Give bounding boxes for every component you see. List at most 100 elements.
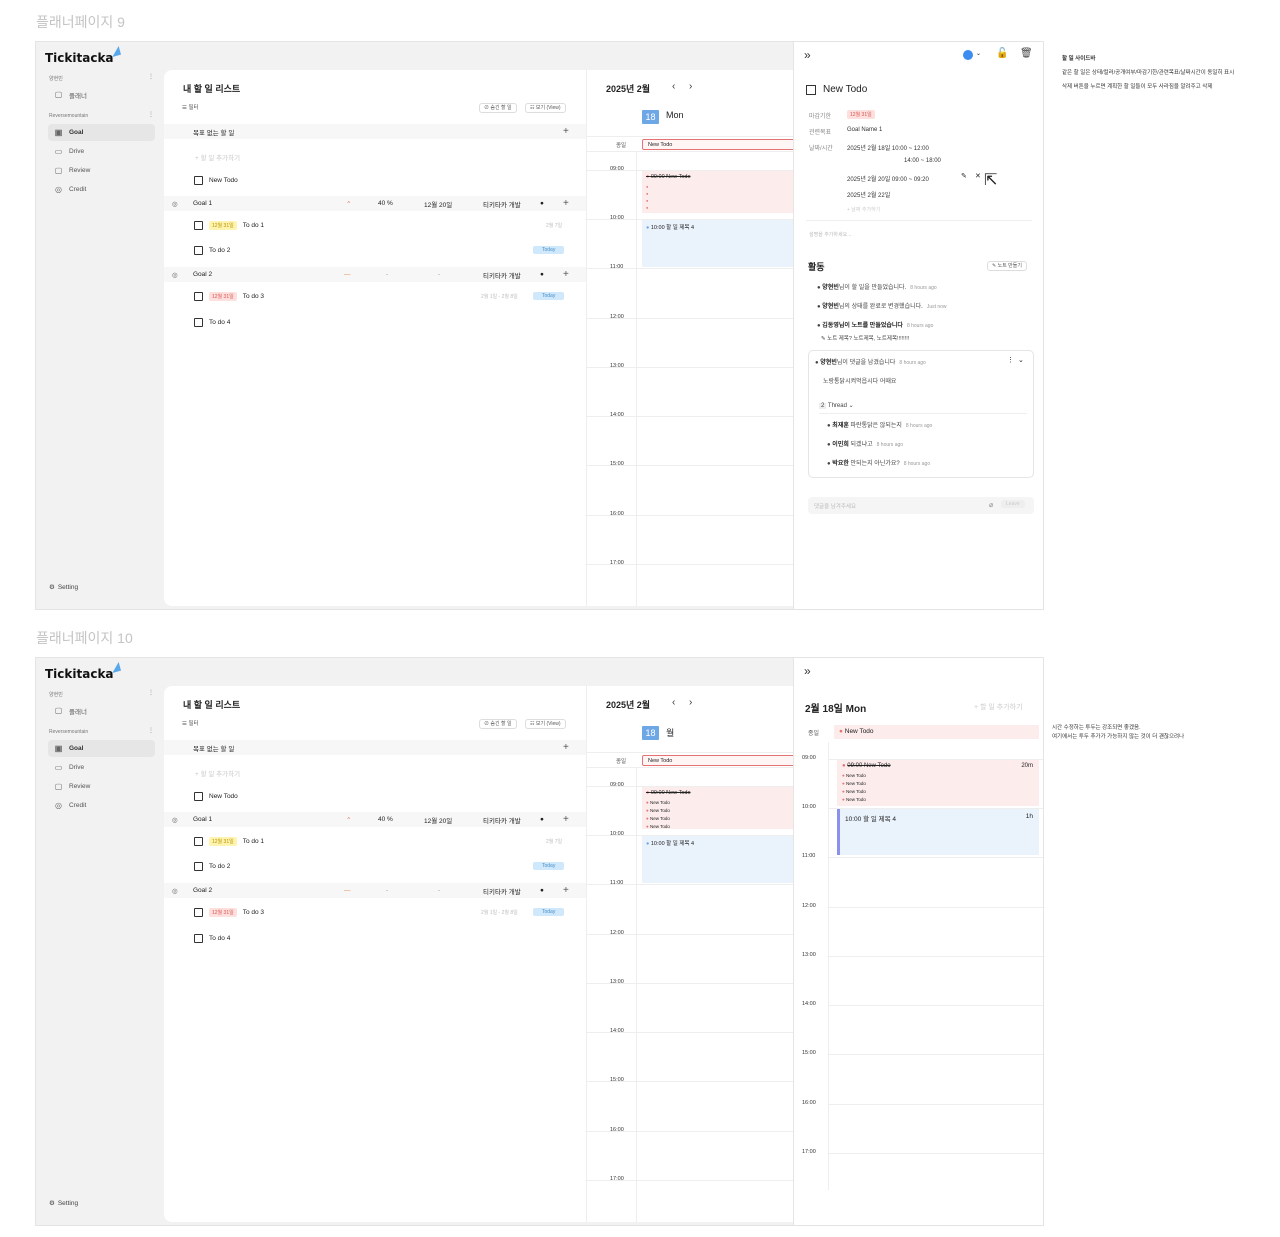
note-link[interactable]: ✎ 노트 제목? 노트제목, 노트제목!!!!!!!! [821, 336, 910, 342]
time-divider [636, 768, 637, 1222]
datetime-value[interactable]: 2025년 2월 18일 10:00 ~ 12:00 [847, 146, 929, 152]
datetime-value[interactable]: 2025년 2월 20일 09:00 ~ 09:20 [847, 177, 929, 183]
add-icon[interactable]: + [563, 742, 569, 753]
trash-icon[interactable]: 🗑 [1020, 48, 1033, 59]
sidebar-item-review[interactable]: ▢ Review [48, 778, 155, 795]
setting-button[interactable]: ⚙ Setting [49, 1199, 78, 1208]
thread-toggle[interactable]: 2 Thread ⌄ [819, 403, 854, 409]
day-event[interactable]: 10:00 할 일 제목 4 1h [837, 809, 1039, 855]
add-icon[interactable]: + [563, 885, 569, 896]
setting-button[interactable]: ⚙ Setting [49, 583, 78, 592]
checkbox[interactable] [194, 176, 203, 185]
view-button[interactable]: ☷ 보기 (View) [525, 103, 566, 113]
collapse-icon[interactable]: » [804, 664, 811, 678]
sidebar-item-goal[interactable]: ▣ Goal [48, 124, 155, 141]
goal-icon: ◎ [172, 271, 178, 279]
leave-button[interactable]: Leave [1001, 500, 1025, 508]
todo-row[interactable]: 12월 31일 To do 3 2월 1일 - 2월 8일 Today [164, 908, 586, 917]
add-todo-link[interactable]: + 할 일 추가하기 [195, 155, 241, 162]
prev-icon[interactable]: ‹ [672, 697, 676, 708]
avatar: ● [540, 816, 544, 823]
add-todo-link[interactable]: + 할 일 추가하기 [974, 704, 1023, 711]
goal-row[interactable]: ◎ Goal 2 — - - 티키타카 개발 ● + [164, 883, 586, 898]
checkbox[interactable] [194, 934, 203, 943]
calendar-event[interactable]: ● 10:00 할 일 제목 4 [642, 220, 796, 267]
view-button[interactable]: ☷ 보기 (View) [525, 719, 566, 729]
todo-row[interactable]: 12월 31일 To do 1 2월 7일 [164, 221, 586, 230]
sidebar-item-credit[interactable]: ◎ Credit [48, 797, 155, 814]
edit-icon[interactable]: ✎ [961, 173, 967, 180]
avatar-icon: ● [817, 304, 821, 310]
checkbox[interactable] [194, 246, 203, 255]
more-icon[interactable]: ⋮ [148, 690, 154, 696]
checkbox[interactable] [194, 792, 203, 801]
lock-icon[interactable]: 🔓 [996, 48, 1009, 59]
checkbox[interactable] [194, 837, 203, 846]
checkbox[interactable] [194, 908, 203, 917]
prev-icon[interactable]: ‹ [672, 81, 676, 92]
goal-row[interactable]: ◎ Goal 1 ⌃ 40 % 12월 20일 티키타카 개발 ● + [164, 812, 586, 827]
close-icon[interactable]: ✕ [975, 173, 981, 180]
time-text: 8 hours ago [899, 360, 926, 366]
checkbox[interactable] [194, 292, 203, 301]
todo-row[interactable]: To do 4 [164, 318, 586, 327]
datetime-value[interactable]: 14:00 ~ 18:00 [904, 158, 941, 164]
checkbox[interactable] [194, 318, 203, 327]
sidebar-item-planner[interactable]: ▢ 플래너 [48, 86, 155, 103]
next-icon[interactable]: › [689, 81, 693, 92]
chevron-down-icon[interactable]: ⌄ [1018, 357, 1024, 364]
add-date-link[interactable]: + 날짜 추가하기 [847, 207, 881, 213]
todo-row[interactable]: 12월 31일 To do 3 2월 1일 - 2월 8일 Today [164, 292, 586, 301]
add-icon[interactable]: + [563, 126, 569, 137]
sidebar-item-review[interactable]: ▢ Review [48, 162, 155, 179]
todo-row[interactable]: New Todo [164, 792, 586, 801]
allday-event[interactable]: New Todo [642, 755, 802, 766]
allday-event[interactable]: ● New Todo [834, 725, 1039, 739]
attach-icon[interactable]: ⌀ [989, 502, 994, 509]
todo-row[interactable]: New Todo [164, 176, 586, 185]
checkbox[interactable] [806, 85, 816, 95]
collapse-icon[interactable]: » [804, 48, 811, 62]
hidden-todo-button[interactable]: ⊘ 숨긴 할 일 [479, 719, 517, 729]
more-icon[interactable]: ⋮ [148, 74, 154, 80]
more-icon[interactable]: ⋮ [1007, 357, 1014, 364]
goal-row[interactable]: ◎ Goal 2 — - - 티키타카 개발 ● + [164, 267, 586, 282]
sidebar-item-goal[interactable]: ▣ Goal [48, 740, 155, 757]
chevron-down-icon[interactable]: ⌄ [976, 51, 982, 57]
todo-row[interactable]: To do 2 Today [164, 246, 586, 255]
calendar-event[interactable]: ● 09:00 New Todo ● ● ● ● [642, 171, 796, 213]
todo-row[interactable]: 12월 31일 To do 1 2월 7일 [164, 837, 586, 846]
note-button[interactable]: ✎ 노트 만들기 [987, 261, 1027, 271]
day-event[interactable]: ● 09:00 New Todo 20m ● New Todo ● New Todo… [837, 760, 1039, 806]
description-input[interactable]: 설명을 추가하세요... [809, 232, 852, 238]
hidden-todo-button[interactable]: ⊘ 숨긴 할 일 [479, 103, 517, 113]
filter-button[interactable]: ☰ 필터 [182, 721, 199, 727]
sidebar-item-drive[interactable]: ▭ Drive [48, 759, 155, 776]
checkbox[interactable] [194, 862, 203, 871]
todo-row[interactable]: To do 2 Today [164, 862, 586, 871]
checkbox[interactable] [194, 221, 203, 230]
detail-title[interactable]: New Todo [823, 84, 868, 95]
sidebar-item-credit[interactable]: ◎ Credit [48, 181, 155, 198]
more-icon[interactable]: ⋮ [148, 112, 154, 118]
todo-row[interactable]: To do 4 [164, 934, 586, 943]
calendar-event[interactable]: ● 10:00 할 일 제목 4 [642, 836, 796, 883]
sidebar-item-planner[interactable]: ▢ 플래너 [48, 702, 155, 719]
goal-row[interactable]: ◎ Goal 1 ⌃ 40 % 12월 20일 티키타카 개발 ● + [164, 196, 586, 211]
datetime-value[interactable]: 2025년 2월 22일 [847, 193, 891, 199]
next-icon[interactable]: › [689, 697, 693, 708]
add-icon[interactable]: + [563, 269, 569, 280]
due-badge[interactable]: 12월 31일 [847, 110, 875, 119]
color-picker[interactable] [963, 50, 973, 60]
comment-input[interactable]: 댓글을 남겨주세요 ⌀ Leave [808, 497, 1034, 514]
add-icon[interactable]: + [563, 198, 569, 209]
filter-button[interactable]: ☰ 필터 [182, 105, 199, 111]
sidebar-item-drive[interactable]: ▭ Drive [48, 143, 155, 160]
goal-project: 티키타카 개발 [483, 817, 521, 825]
goal-value[interactable]: Goal Name 1 [847, 127, 883, 133]
calendar-event[interactable]: ● 09:00 New Todo ● New Todo ● New Todo ● N… [642, 787, 796, 829]
add-todo-link[interactable]: + 할 일 추가하기 [195, 771, 241, 778]
allday-event[interactable]: New Todo [642, 139, 802, 150]
add-icon[interactable]: + [563, 814, 569, 825]
more-icon[interactable]: ⋮ [148, 728, 154, 734]
